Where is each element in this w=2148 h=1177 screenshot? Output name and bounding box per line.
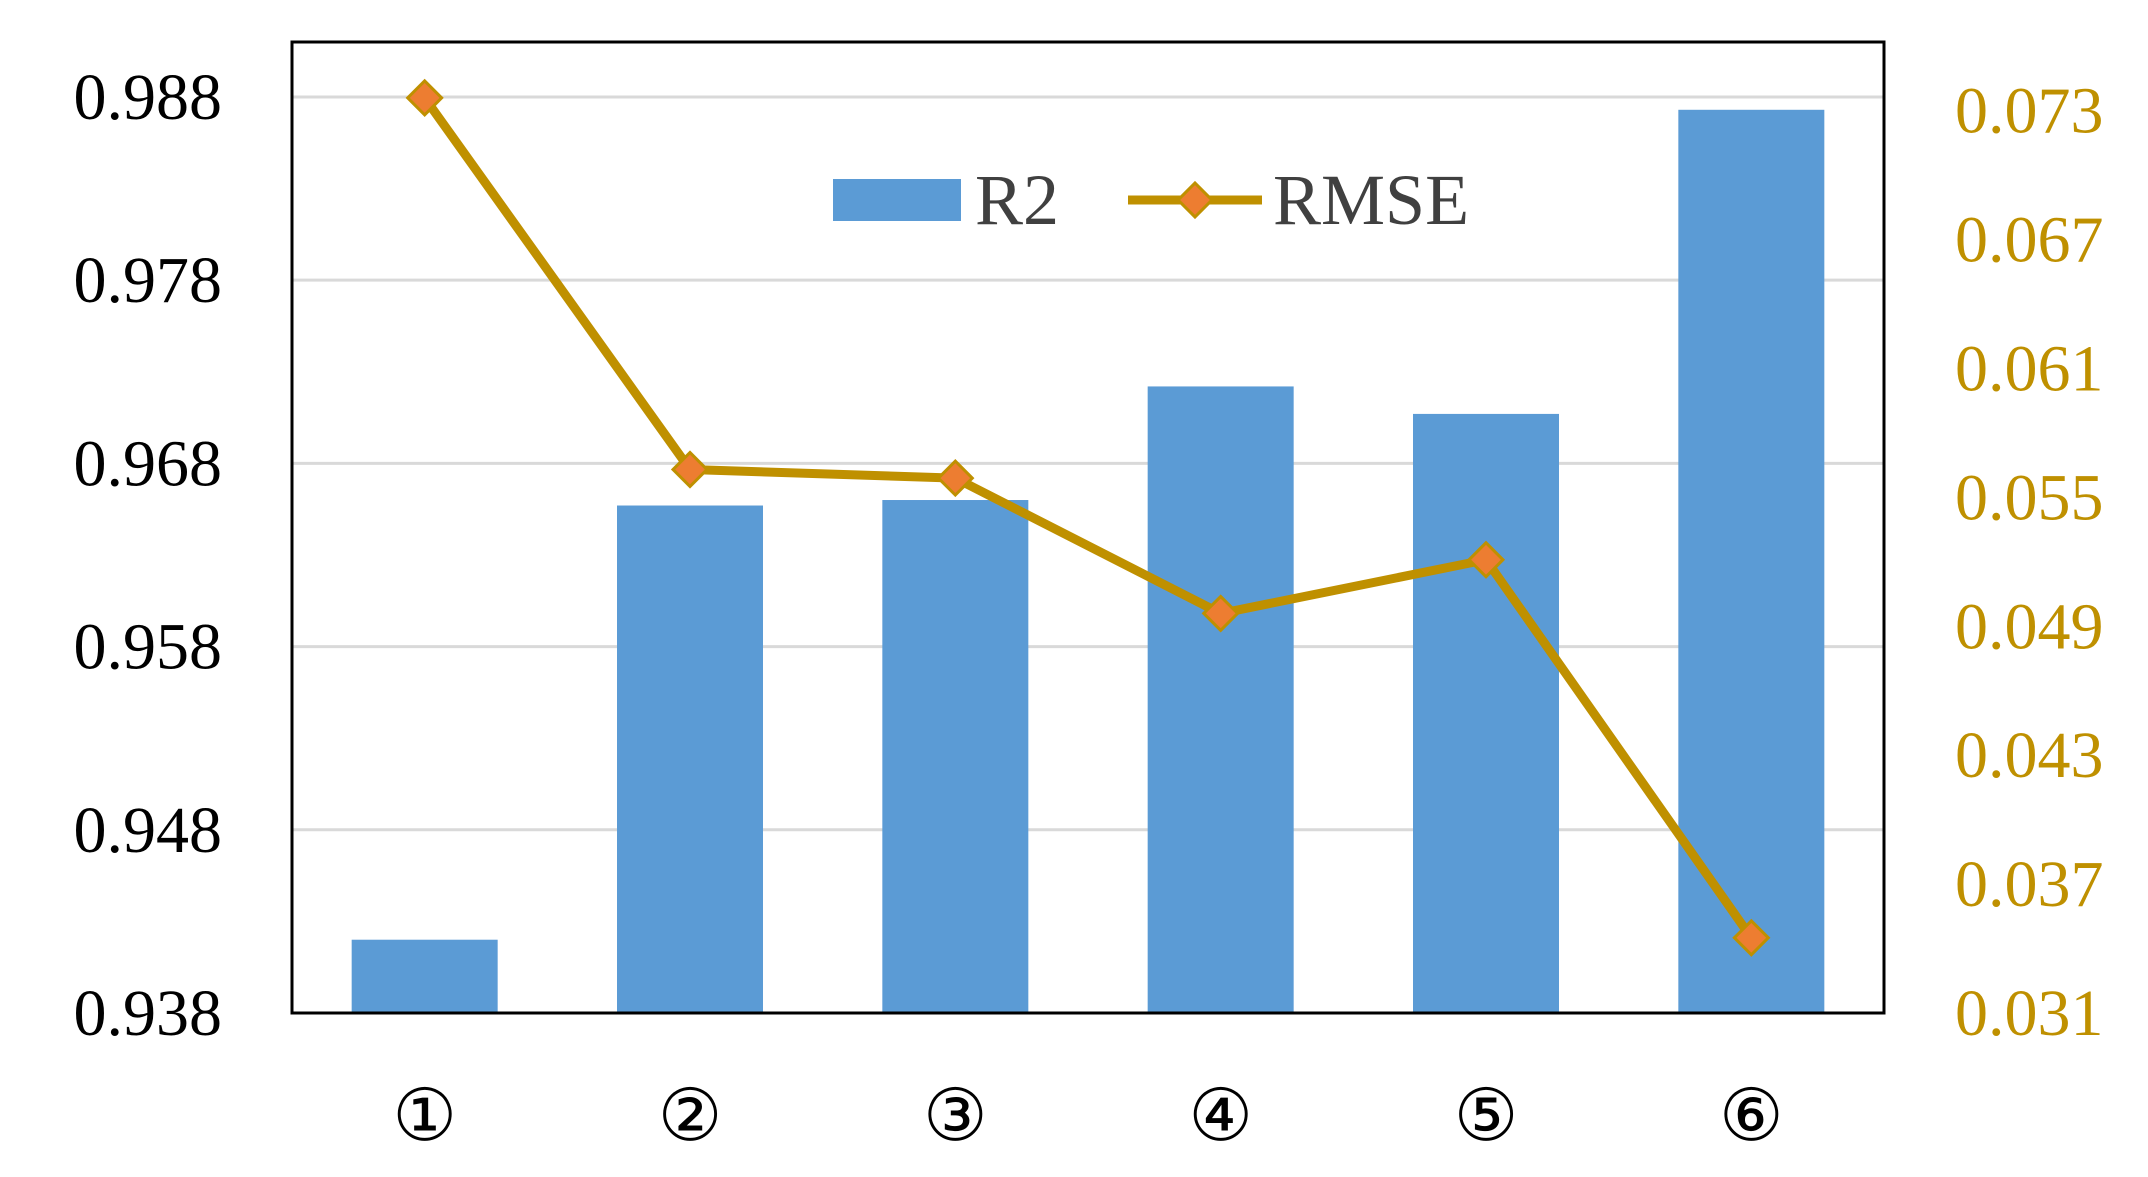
rmse-point-4 (1201, 594, 1240, 633)
right-tick-label: 0.061 (1955, 333, 2104, 406)
bar-r2-4 (1147, 386, 1294, 1013)
right-tick-label: 0.073 (1955, 75, 2104, 148)
left-tick-label: 0.958 (74, 611, 223, 684)
left-tick-label: 0.948 (74, 794, 223, 867)
bar-r2-1 (351, 939, 498, 1013)
left-tick-label: 0.978 (74, 244, 223, 317)
rmse-point-5 (1466, 540, 1506, 579)
rmse-polyline (421, 95, 1756, 941)
bar-r2-5 (1413, 413, 1559, 1013)
category-label-3: ③ (923, 1073, 988, 1157)
right-tick-label: 0.049 (1955, 590, 2104, 663)
gridlines (292, 95, 1884, 832)
rmse-point-2 (670, 450, 710, 489)
rmse-point-6 (1732, 918, 1771, 957)
rmse-point-1 (405, 78, 444, 117)
legend-rmse-marker (1175, 180, 1215, 220)
category-label-2: ② (658, 1073, 723, 1157)
right-tick-label: 0.067 (1955, 204, 2104, 277)
left-tick-label: 0.938 (74, 977, 223, 1050)
left-tick-label: 0.968 (74, 427, 223, 500)
category-label-4: ④ (1188, 1073, 1253, 1157)
right-tick-label: 0.037 (1955, 848, 2104, 921)
rmse-point-3 (936, 458, 975, 498)
category-label-5: ⑤ (1454, 1073, 1519, 1157)
category-label-1: ① (392, 1073, 457, 1157)
bar-r2-6 (1678, 109, 1825, 1013)
bar-r2-3 (882, 500, 1029, 1013)
left-tick-label: 0.988 (74, 61, 223, 134)
right-axis-ticks: 0.031 0.037 0.043 0.049 0.055 0.061 0.067 0.073 (1955, 75, 2104, 1050)
plot-frame (290, 40, 1886, 1015)
left-axis-ticks: 0.938 0.948 0.958 0.968 0.978 0.988 (74, 61, 223, 1050)
right-tick-label: 0.043 (1955, 719, 2104, 792)
category-axis: ① ② ③ ④ ⑤ ⑥ (392, 1073, 1783, 1157)
legend-r2-label: R2 (975, 160, 1059, 240)
r2-bars (351, 109, 1825, 1013)
legend-r2-swatch (833, 179, 961, 221)
rmse-line (405, 78, 1771, 957)
bar-r2-2 (617, 505, 763, 1013)
right-tick-label: 0.055 (1955, 461, 2104, 534)
legend: R2 RMSE (833, 160, 1469, 240)
legend-rmse-label: RMSE (1273, 160, 1469, 240)
right-tick-label: 0.031 (1955, 977, 2104, 1050)
category-label-6: ⑥ (1719, 1073, 1784, 1157)
